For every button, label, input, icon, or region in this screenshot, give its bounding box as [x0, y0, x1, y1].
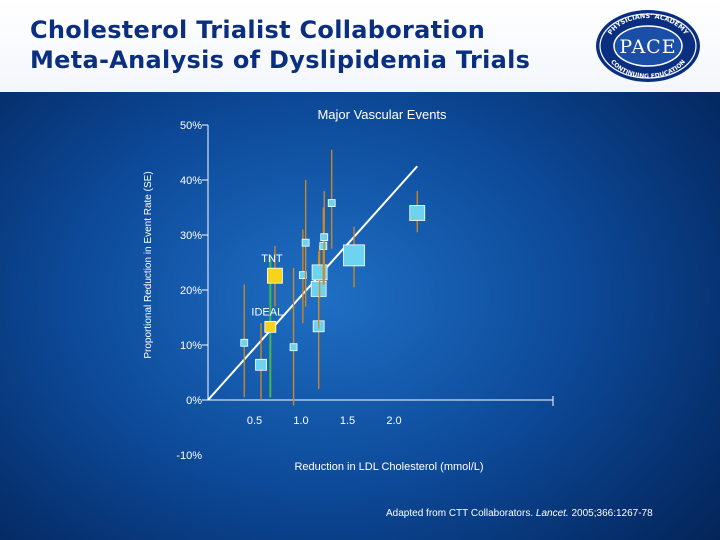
x-tick-label: 1.5	[340, 415, 355, 427]
y-tick-label: 20%	[180, 285, 202, 297]
point-label-ideal: IDEAL	[251, 306, 283, 318]
data-point-11	[319, 242, 328, 250]
data-point-1	[240, 338, 249, 347]
citation-suffix: 2005;366:1267-78	[568, 508, 653, 519]
citation: Adapted from CTT Collaborators. Lancet. …	[386, 508, 653, 519]
data-point-15	[409, 205, 426, 221]
data-point-6	[298, 271, 307, 280]
slide-title-line-1: Cholesterol Trialist Collaboration	[30, 16, 486, 44]
logo-text: PACE	[619, 36, 676, 58]
data-point-4	[267, 267, 283, 284]
point-label-tnt: TNT	[261, 253, 283, 265]
x-axis-label: Reduction in LDL Cholesterol (mmol/L)	[294, 461, 483, 473]
data-point-3	[264, 320, 277, 333]
data-point-12	[320, 233, 329, 242]
data-point-5	[289, 343, 298, 352]
citation-journal: Lancet.	[535, 508, 569, 519]
data-point-9	[310, 280, 327, 297]
data-point-13	[327, 199, 336, 208]
y-tick-label: 0%	[186, 395, 202, 407]
y-tick-label: 10%	[180, 340, 202, 352]
y-tick-label: -10%	[176, 450, 202, 462]
data-point-14	[343, 244, 365, 267]
citation-prefix: Adapted from CTT Collaborators.	[386, 508, 536, 519]
y-tick-label: 30%	[180, 230, 202, 242]
pace-logo-icon: PHYSICIANS' ACADEMY CONTINUING EDUCATION…	[596, 10, 700, 82]
title-banner: Cholesterol Trialist Collaboration Meta-…	[0, 0, 720, 92]
chart-title: Major Vascular Events	[317, 107, 447, 122]
x-tick-label: 0.5	[247, 415, 262, 427]
data-point-2	[255, 358, 267, 371]
slide-title-line-2: Meta-Analysis of Dyslipidemia Trials	[30, 46, 531, 74]
y-tick-label: 40%	[180, 175, 202, 187]
data-point-7	[301, 238, 310, 247]
x-tick-label: 1.0	[293, 415, 308, 427]
y-tick-label: 50%	[180, 120, 202, 132]
x-tick-label: 2.0	[386, 415, 401, 427]
y-axis-label: Proportional Reduction in Event Rate (SE…	[143, 171, 154, 358]
